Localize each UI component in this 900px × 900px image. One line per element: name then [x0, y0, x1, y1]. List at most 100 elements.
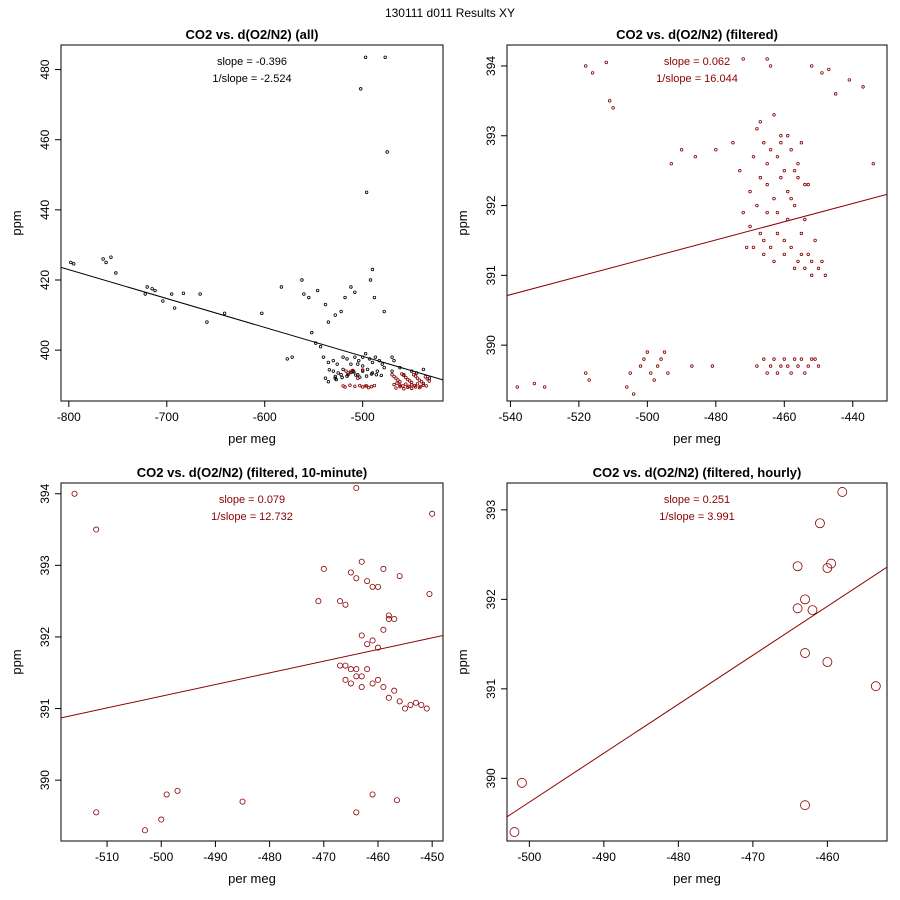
data-point [385, 694, 392, 701]
data-point [353, 290, 357, 294]
data-point [358, 558, 365, 565]
data-point [772, 259, 776, 264]
plot-title: CO2 vs. d(O2/N2) (filtered, hourly) [593, 465, 802, 480]
data-point [779, 364, 783, 368]
data-point [383, 55, 387, 59]
data-point [385, 616, 392, 623]
plot-frame [60, 482, 444, 842]
data-point [380, 565, 387, 572]
y-tick-label: 393 [484, 125, 498, 145]
data-point [748, 189, 752, 194]
data-point [823, 273, 828, 278]
data-point [363, 351, 368, 356]
data-point [364, 641, 371, 648]
data-point [786, 134, 790, 138]
data-point [391, 616, 398, 623]
data-point [415, 376, 420, 380]
data-point [826, 558, 837, 569]
data-point [285, 357, 289, 361]
data-point [323, 376, 328, 380]
data-point [758, 120, 763, 124]
data-point [748, 224, 752, 229]
data-point [331, 358, 335, 363]
data-point [517, 777, 527, 788]
data-point [631, 392, 636, 396]
data-point [347, 680, 354, 687]
data-point [786, 189, 790, 194]
data-point [372, 295, 377, 300]
data-point [423, 375, 428, 379]
data-point [800, 648, 810, 658]
data-point [690, 364, 694, 368]
data-point [347, 569, 354, 576]
data-point [302, 292, 306, 296]
plot-filtered: CO2 vs. d(O2/N2) (filtered) slope = 0.06… [455, 27, 888, 446]
data-point [340, 375, 344, 380]
data-point [351, 368, 355, 373]
data-point [806, 364, 810, 368]
data-point [158, 816, 165, 823]
data-point [799, 231, 804, 236]
data-point [796, 364, 800, 368]
data-point [333, 313, 337, 317]
data-point [349, 362, 353, 366]
data-point [806, 182, 810, 187]
data-point [402, 387, 406, 391]
data-point [374, 644, 381, 651]
data-point [666, 371, 670, 375]
data-point [315, 598, 322, 605]
data-point [419, 380, 424, 384]
data-point [364, 578, 371, 585]
plot-all: CO2 vs. d(O2/N2) (all) slope = -0.396 1/… [9, 27, 444, 446]
data-point [379, 373, 383, 378]
data-point [300, 278, 304, 282]
data-point [357, 358, 361, 363]
data-point [358, 684, 365, 691]
data-point [370, 360, 375, 365]
data-point [645, 350, 650, 354]
data-point [109, 255, 113, 259]
data-point [356, 372, 360, 377]
data-point [871, 161, 876, 166]
x-tick-label: -480 [704, 410, 728, 424]
data-point [346, 371, 350, 375]
y-axis-label: ppm [9, 210, 24, 235]
slope-annotation: slope = 0.079 [219, 494, 285, 506]
data-point [153, 288, 157, 293]
data-point [344, 369, 348, 373]
data-point [69, 260, 73, 265]
plot-area [507, 487, 887, 837]
data-point [789, 148, 793, 152]
data-point [320, 565, 327, 572]
data-point [741, 210, 745, 215]
x-tick-label: -600 [253, 410, 277, 424]
inverse-slope-annotation: 1/slope = -2.524 [212, 73, 291, 85]
data-point [337, 598, 344, 605]
data-point [693, 154, 697, 159]
data-point [755, 203, 759, 208]
data-point [755, 364, 759, 368]
data-point [143, 292, 147, 296]
data-point [353, 384, 357, 388]
data-point [141, 827, 148, 834]
data-point [353, 809, 360, 816]
x-tick-label: -500 [517, 850, 541, 864]
data-point [394, 376, 398, 380]
data-point [260, 311, 264, 316]
data-point [353, 355, 357, 359]
data-point [807, 605, 818, 615]
data-point [307, 295, 311, 300]
data-point [369, 583, 376, 590]
data-point [509, 827, 520, 837]
data-point [360, 368, 365, 372]
data-point [792, 357, 797, 361]
data-point [385, 612, 392, 619]
fit-line [507, 566, 887, 818]
y-tick-label: 391 [484, 265, 498, 285]
data-point [765, 57, 769, 61]
data-point [608, 99, 612, 103]
data-point [803, 371, 807, 375]
data-point [803, 266, 807, 271]
data-point [827, 67, 831, 72]
data-point [353, 575, 360, 582]
